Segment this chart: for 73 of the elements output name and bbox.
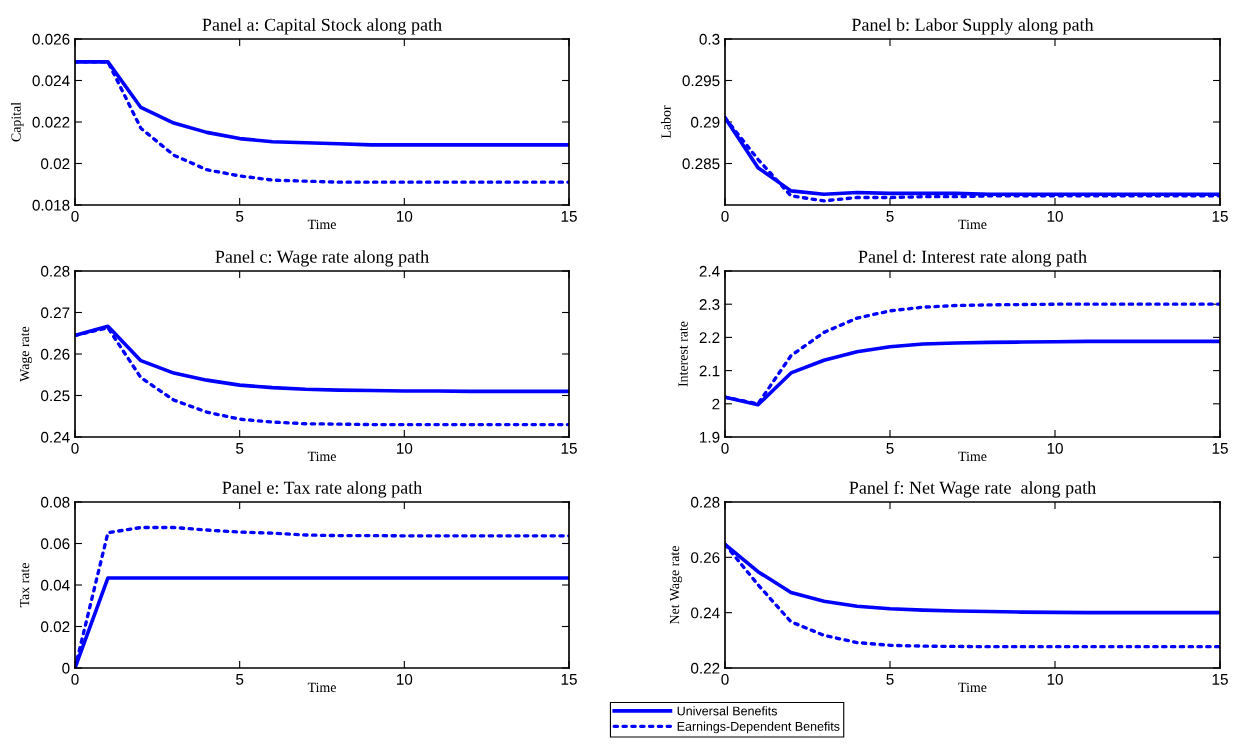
x-axis-title: Time bbox=[958, 219, 987, 230]
y-tick-label: 0.28 bbox=[691, 496, 720, 508]
y-tick-label: 0.3 bbox=[699, 33, 720, 45]
y-tick-label: 2 bbox=[712, 398, 720, 410]
x-tick-label: 0 bbox=[71, 673, 79, 685]
x-tick-label: 0 bbox=[721, 442, 729, 454]
chart-title: Panel d: Interest rate along path bbox=[858, 250, 1087, 267]
y-axis-title: Labor bbox=[660, 105, 671, 139]
x-tick-label: 10 bbox=[397, 673, 413, 685]
x-tick-label: 15 bbox=[1212, 443, 1228, 454]
y-tick-label: 0.28 bbox=[41, 265, 70, 277]
x-axis-title: Time bbox=[307, 682, 336, 693]
y-tick-label: 0.018 bbox=[32, 199, 70, 211]
x-tick-label: 15 bbox=[561, 443, 577, 454]
chart-title: Panel c: Wage rate along path bbox=[215, 250, 429, 267]
x-tick-label: 0 bbox=[71, 210, 79, 222]
x-tick-label: 10 bbox=[1047, 210, 1063, 222]
y-axis-title: Net Wage rate bbox=[669, 546, 683, 625]
y-axis-title: Wage rate bbox=[19, 326, 33, 382]
y-tick-label: 0.26 bbox=[41, 348, 70, 360]
y-tick-label: 0.024 bbox=[32, 75, 70, 87]
x-tick-label: 5 bbox=[236, 674, 244, 685]
x-tick-label: 10 bbox=[397, 210, 413, 222]
y-tick-label: 0.24 bbox=[691, 607, 720, 619]
y-tick-label: 0 bbox=[62, 662, 70, 674]
y-tick-label: 0.27 bbox=[41, 307, 70, 319]
x-tick-label: 5 bbox=[236, 443, 244, 454]
x-tick-label: 0 bbox=[721, 673, 729, 685]
x-axis-title: Time bbox=[307, 451, 336, 462]
x-tick-label: 15 bbox=[1212, 674, 1228, 685]
x-tick-label: 5 bbox=[236, 211, 244, 222]
legend-label: Universal Benefits bbox=[677, 706, 777, 716]
y-tick-label: 0.02 bbox=[41, 158, 70, 170]
y-axis-title: Capital bbox=[10, 102, 24, 142]
y-tick-label: 0.24 bbox=[41, 431, 70, 443]
y-tick-label: 0.26 bbox=[691, 552, 720, 564]
legend-label: Earnings-Dependent Benefits bbox=[677, 721, 840, 734]
chart-title: Panel e: Tax rate along path bbox=[222, 481, 422, 498]
y-tick-label: 2.2 bbox=[699, 332, 720, 343]
x-tick-label: 15 bbox=[1212, 211, 1228, 222]
y-tick-label: 2.1 bbox=[699, 365, 720, 377]
x-tick-label: 10 bbox=[397, 442, 413, 454]
y-tick-label: 0.22 bbox=[691, 662, 720, 674]
y-tick-label: 1.9 bbox=[700, 431, 720, 443]
y-tick-label: 0.02 bbox=[41, 621, 70, 633]
x-axis-title: Time bbox=[958, 451, 987, 462]
y-axis-title: Interest rate bbox=[678, 321, 688, 387]
x-tick-label: 5 bbox=[886, 443, 894, 454]
y-axis-title: Tax rate bbox=[20, 563, 30, 608]
x-tick-label: 5 bbox=[886, 211, 894, 222]
x-tick-label: 15 bbox=[561, 674, 577, 685]
x-tick-label: 10 bbox=[1047, 673, 1063, 685]
y-tick-label: 0.29 bbox=[691, 116, 720, 128]
y-tick-label: 0.04 bbox=[41, 579, 70, 591]
chart-title: Panel b: Labor Supply along path bbox=[851, 18, 1094, 35]
x-axis-title: Time bbox=[958, 682, 987, 693]
y-tick-label: 2.4 bbox=[699, 265, 720, 277]
y-tick-label: 0.25 bbox=[41, 390, 70, 402]
chart-title: Panel f: Net Wage rate along path bbox=[849, 480, 1096, 498]
x-tick-label: 0 bbox=[721, 210, 729, 222]
y-tick-label: 0.08 bbox=[41, 496, 70, 508]
x-axis-title: Time bbox=[307, 219, 336, 230]
y-tick-label: 0.026 bbox=[32, 33, 70, 45]
chart-title: Panel a: Capital Stock along path bbox=[202, 18, 442, 35]
y-tick-label: 0.285 bbox=[682, 158, 720, 170]
x-tick-label: 0 bbox=[71, 442, 79, 454]
x-tick-label: 10 bbox=[1047, 442, 1063, 454]
y-tick-label: 0.295 bbox=[682, 75, 720, 87]
y-tick-label: 0.022 bbox=[32, 116, 70, 128]
y-tick-label: 2.3 bbox=[699, 299, 720, 310]
y-tick-label: 0.06 bbox=[41, 538, 70, 550]
x-tick-label: 15 bbox=[561, 211, 577, 222]
x-tick-label: 5 bbox=[886, 674, 894, 685]
